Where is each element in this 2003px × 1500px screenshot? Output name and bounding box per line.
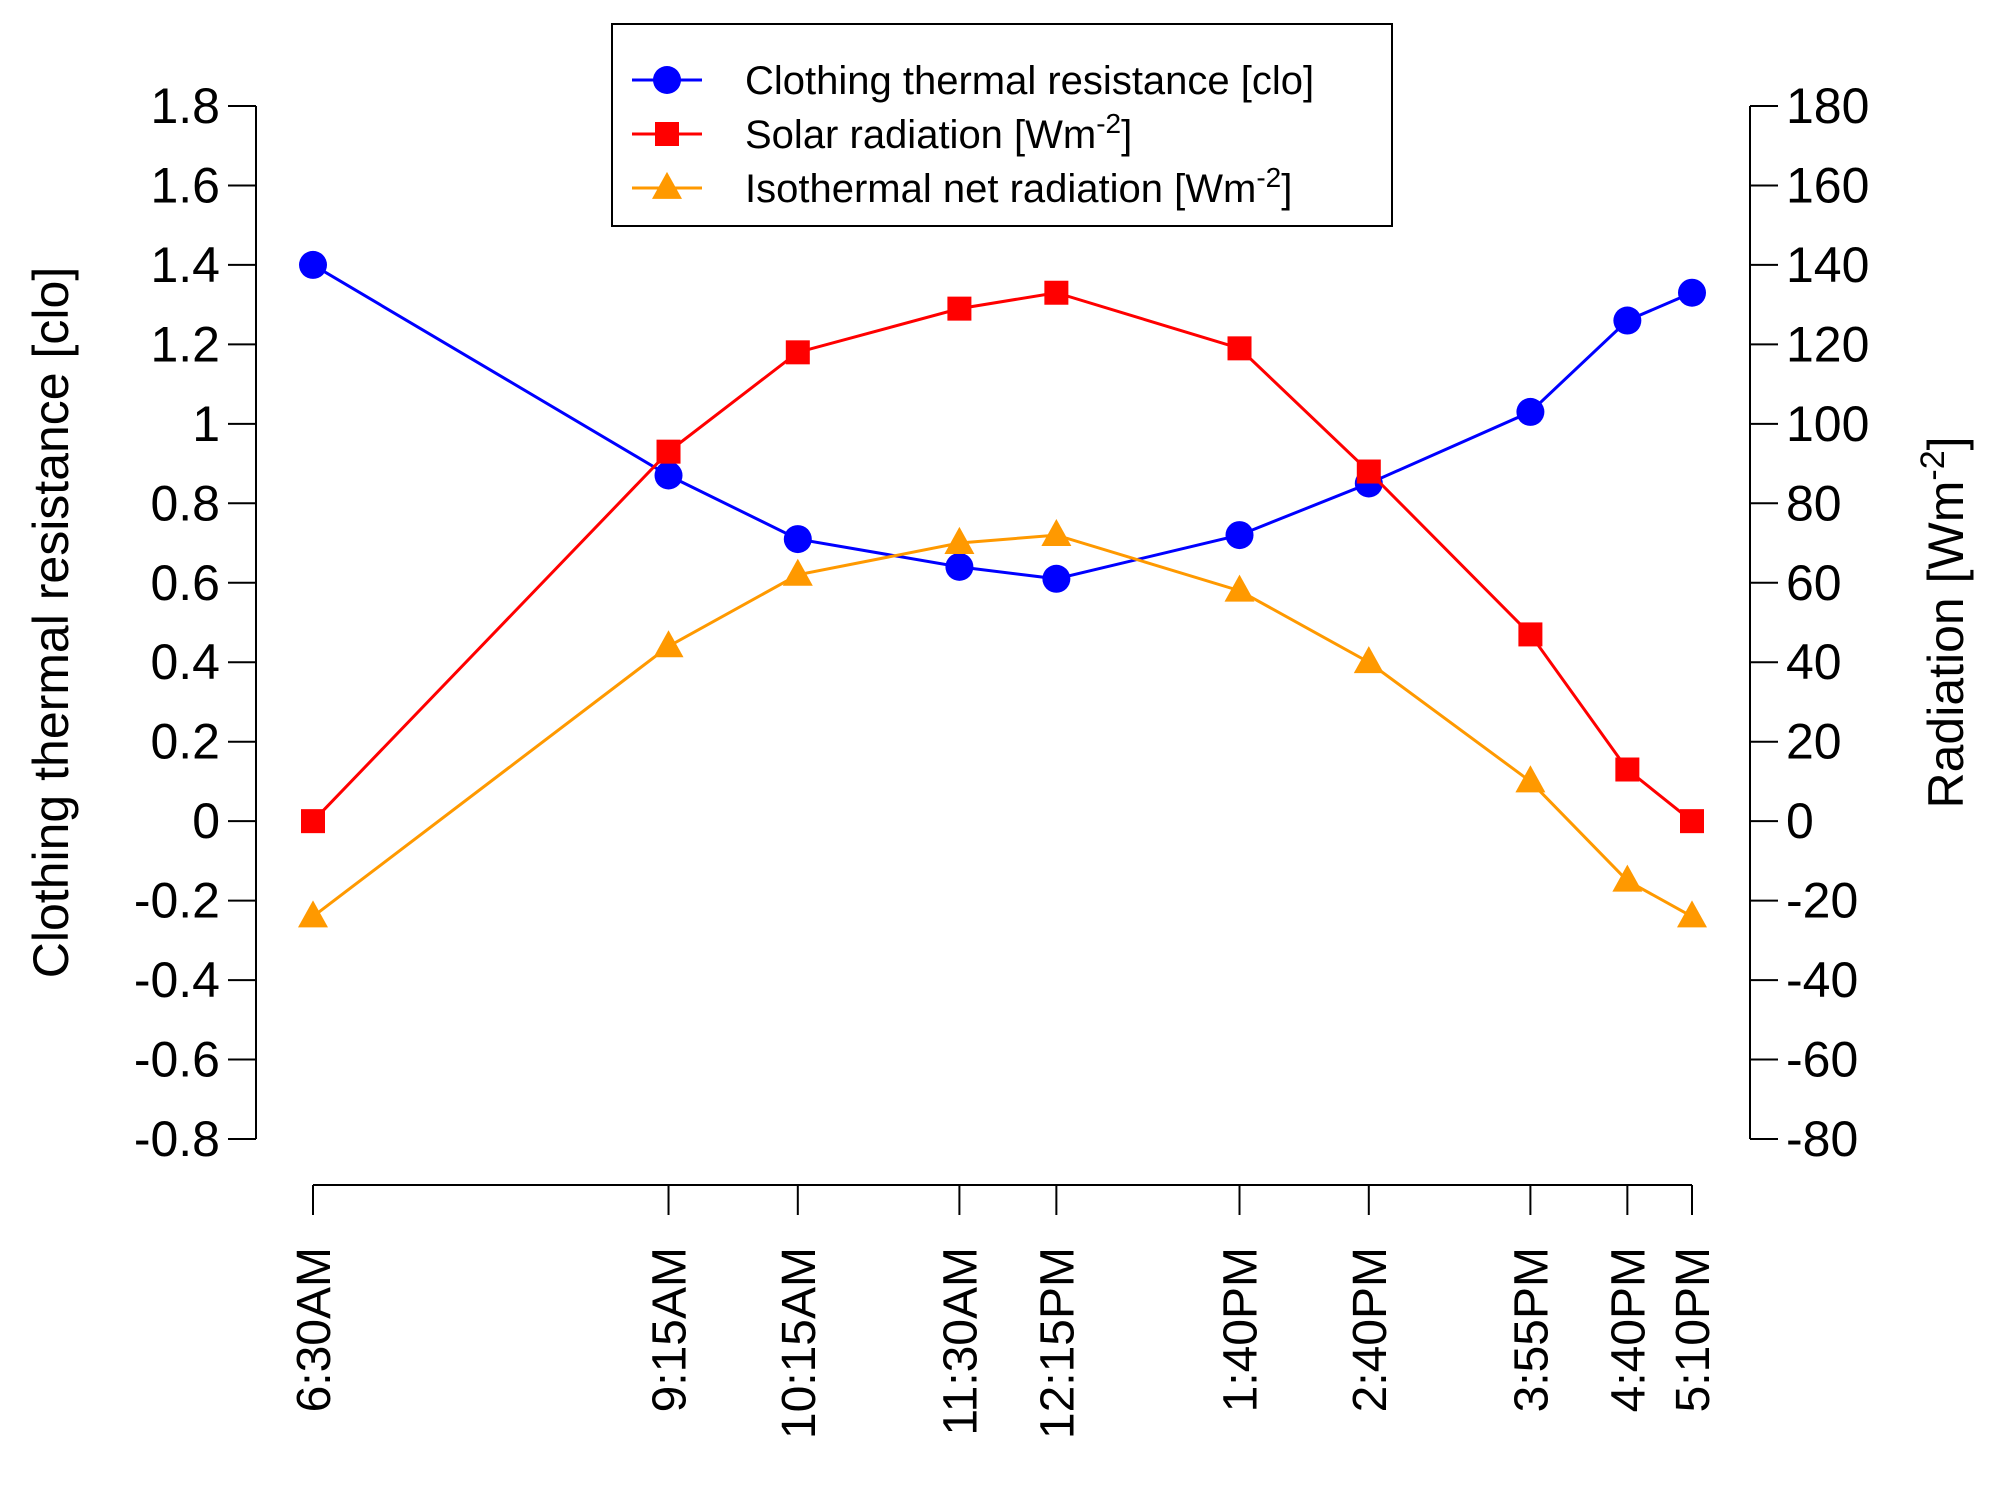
legend-box xyxy=(611,23,1393,227)
right-axis-tick-label: 60 xyxy=(1786,555,1842,611)
legend-label: Clothing thermal resistance [clo] xyxy=(745,59,1314,103)
legend-label: Isothermal net radiation [Wm-2] xyxy=(745,162,1292,212)
series-3 xyxy=(298,518,1707,928)
x-axis-tick-label: 11:30AM xyxy=(934,1247,987,1436)
right-axis-tick-label: -20 xyxy=(1786,873,1858,929)
data-point xyxy=(785,340,810,365)
right-axis-title-text: Radiation [Wm xyxy=(1918,481,1974,809)
series-layer xyxy=(298,250,1707,928)
right-axis-tick-label: 120 xyxy=(1786,316,1869,372)
legend: Clothing thermal resistance [clo] Solar r… xyxy=(611,23,1393,227)
x-axis-tick-label: 1:40PM xyxy=(1215,1247,1268,1412)
series-line xyxy=(312,263,1693,581)
right-axis-tick-label: 20 xyxy=(1786,714,1842,770)
data-point xyxy=(299,250,327,279)
data-point xyxy=(782,558,813,586)
data-point xyxy=(301,809,325,834)
left-axis-tick-label: 1.6 xyxy=(150,157,220,213)
legend-entry: Solar radiation [Wm-2] xyxy=(632,108,1132,158)
legend-label-text: Solar radiation [Wm xyxy=(745,113,1096,157)
right-axis-tick-label: 100 xyxy=(1786,396,1869,452)
data-point xyxy=(1615,757,1640,782)
data-point xyxy=(1225,521,1254,550)
data-point xyxy=(656,439,681,464)
legend-entry: Clothing thermal resistance [clo] xyxy=(632,59,1314,103)
legend-label-superscript: -2 xyxy=(1096,108,1121,139)
right-axis-tick-label: 160 xyxy=(1786,157,1869,213)
data-point xyxy=(1613,306,1642,335)
left-axis-tick-label: 0 xyxy=(192,793,220,849)
legend-label-bracket: ] xyxy=(1281,167,1292,211)
data-point xyxy=(654,461,683,490)
axes: -0.8 -0.6 -0.4 -0.2 0 0.2 0.4 0.6 0.8 1 1.2 1.4 1.6 1… xyxy=(23,78,1974,1439)
left-axis-tick-label: 1.8 xyxy=(150,78,220,134)
data-point xyxy=(1515,765,1546,793)
data-point xyxy=(1227,336,1252,361)
left-axis-tick-label: -0.8 xyxy=(134,1111,220,1167)
x-axis-tick-label: 10:15AM xyxy=(773,1247,826,1439)
right-axis-tick-label: -80 xyxy=(1786,1111,1858,1167)
data-point xyxy=(653,630,684,658)
right-axis-tick-label: 80 xyxy=(1786,475,1842,531)
data-point xyxy=(298,900,328,928)
data-point xyxy=(1678,278,1706,307)
legend-label: Solar radiation [Wm-2] xyxy=(745,108,1132,158)
right-axis-tick-label: -60 xyxy=(1786,1032,1858,1088)
data-point xyxy=(783,525,812,554)
legend-marker xyxy=(655,122,679,146)
right-axis-title-superscript: -2 xyxy=(1914,450,1952,480)
right-axis-tick-label: 140 xyxy=(1786,237,1869,293)
right-axis-tick-label: 40 xyxy=(1786,634,1842,690)
left-axis-tick-label: 0.2 xyxy=(150,714,220,770)
data-point xyxy=(1612,864,1643,892)
series-line xyxy=(311,291,1693,823)
right-axis-tick-label: 0 xyxy=(1786,793,1814,849)
left-axis-tick-label: -0.4 xyxy=(134,952,220,1008)
left-axis-title: Clothing thermal resistance [clo] xyxy=(23,267,79,978)
data-point xyxy=(1224,574,1255,602)
series-1 xyxy=(299,250,1706,593)
legend-marker xyxy=(653,66,681,94)
data-point xyxy=(1677,900,1707,928)
x-axis-tick-label: 6:30AM xyxy=(288,1247,341,1412)
data-point xyxy=(1518,622,1543,647)
left-axis-tick-label: 0.6 xyxy=(150,555,220,611)
series-line xyxy=(312,533,1693,918)
data-point xyxy=(944,526,975,554)
left-axis-tick-label: -0.2 xyxy=(134,873,220,929)
data-point xyxy=(1680,809,1704,834)
data-point xyxy=(1044,280,1069,305)
left-axis-tick-label: 0.8 xyxy=(150,475,220,531)
right-axis-tick-label: -40 xyxy=(1786,952,1858,1008)
x-axis-tick-label: 4:40PM xyxy=(1602,1247,1655,1412)
data-point xyxy=(947,296,972,321)
legend-label-text: Isothermal net radiation [Wm xyxy=(745,167,1256,211)
x-axis-tick-label: 3:55PM xyxy=(1505,1247,1558,1412)
data-point xyxy=(1353,646,1384,674)
left-axis-tick-label: 1.4 xyxy=(150,237,220,293)
data-point xyxy=(1042,564,1071,593)
x-axis-tick-label: 5:10PM xyxy=(1667,1247,1720,1412)
x-axis-tick-label: 9:15AM xyxy=(644,1247,697,1412)
data-point xyxy=(945,552,974,581)
left-axis-tick-label: 1.2 xyxy=(150,316,220,372)
right-axis-title-bracket: ] xyxy=(1918,436,1974,450)
data-point xyxy=(1356,459,1381,484)
right-axis-tick-label: 180 xyxy=(1786,78,1869,134)
legend-entry: Isothermal net radiation [Wm-2] xyxy=(632,162,1292,212)
data-point xyxy=(1041,518,1072,547)
left-axis-tick-label: -0.6 xyxy=(134,1032,220,1088)
left-axis-tick-label: 1 xyxy=(192,396,220,452)
left-axis-tick-label: 0.4 xyxy=(150,634,220,690)
legend-marker xyxy=(652,171,682,199)
x-axis-tick-label: 12:15PM xyxy=(1031,1247,1084,1439)
legend-label-bracket: ] xyxy=(1121,113,1132,157)
data-point xyxy=(1516,397,1545,426)
legend-label-superscript: -2 xyxy=(1256,162,1281,193)
series-2 xyxy=(301,280,1704,834)
legend-label-text: Clothing thermal resistance [clo] xyxy=(745,59,1314,103)
right-axis-title: Radiation [Wm-2] xyxy=(1914,436,1974,808)
x-axis-tick-label: 2:40PM xyxy=(1344,1247,1397,1412)
